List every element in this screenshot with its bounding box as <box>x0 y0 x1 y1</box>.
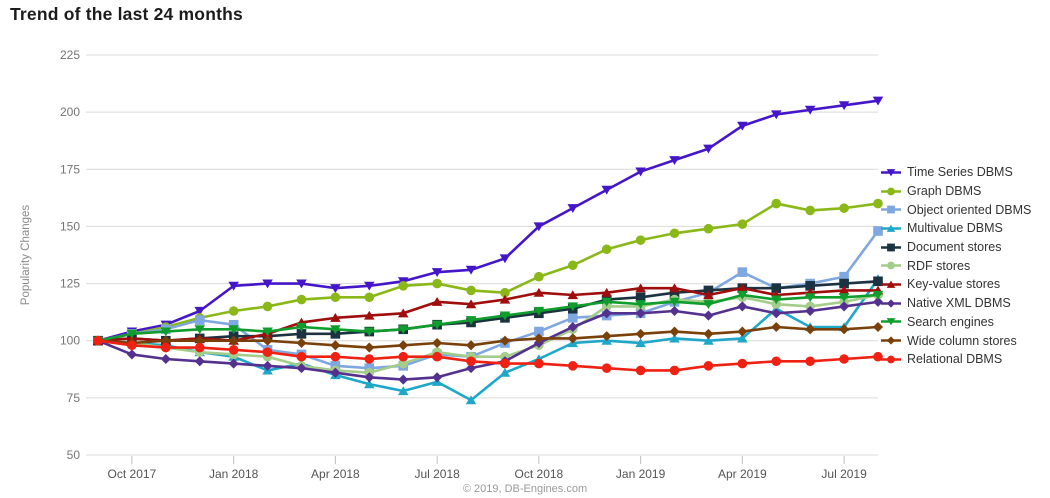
legend-label: Time Series DBMS <box>907 165 1013 180</box>
time-series-dbms-legend-marker <box>881 169 901 177</box>
gridlines <box>86 54 878 456</box>
legend-label: Relational DBMS <box>907 352 1003 367</box>
page-title: Trend of the last 24 months <box>10 4 243 24</box>
x-axis-labels: Oct 2017 Jan 2018 Apr 2018 Jul 2018 Oct 2018… <box>108 456 867 481</box>
x-tick-label: Jul 2018 <box>414 467 460 481</box>
series-object-oriented-dbms <box>93 226 883 373</box>
object-oriented-dbms-legend-marker <box>881 205 901 214</box>
y-tick-label: 125 <box>60 277 80 291</box>
search-engines-legend-marker <box>881 318 901 326</box>
x-tick-label: Oct 2018 <box>515 467 564 481</box>
y-tick-label: 75 <box>67 391 81 405</box>
series-relational-dbms <box>93 335 883 376</box>
key-value-stores-legend-marker <box>881 280 901 288</box>
y-axis-labels: 50 75 100 125 150 175 200 225 <box>60 48 80 462</box>
legend-item-search-engines: Search engines <box>881 313 1031 332</box>
x-tick-label: Jan 2019 <box>616 467 666 481</box>
y-axis-title: Popularity Changes <box>20 204 32 306</box>
legend-item-graph-dbms: Graph DBMS <box>881 182 1031 201</box>
wide-column-stores-legend-marker <box>881 336 901 345</box>
x-tick-label: Jan 2018 <box>209 467 259 481</box>
relational-dbms-legend-marker <box>881 355 901 364</box>
multivalue-dbms-legend-marker <box>881 224 901 232</box>
legend-item-rdf-stores: RDF stores <box>881 256 1031 275</box>
series-native-xml-dbms <box>92 296 884 385</box>
x-tick-label: Apr 2019 <box>718 467 767 481</box>
y-tick-label: 50 <box>67 448 81 462</box>
legend-label: Wide column stores <box>907 333 1017 348</box>
graph-dbms-legend-marker <box>881 187 901 195</box>
legend-item-time-series-dbms: Time Series DBMS <box>881 163 1031 182</box>
series-time-series-dbms <box>92 96 884 346</box>
legend-item-wide-column-stores: Wide column stores <box>881 331 1031 350</box>
series-search-engines <box>92 290 884 346</box>
legend-item-object-oriented-dbms: Object oriented DBMS <box>881 200 1031 219</box>
series-graph-dbms <box>93 198 883 346</box>
legend-item-relational-dbms: Relational DBMS <box>881 350 1031 369</box>
y-tick-label: 150 <box>60 219 80 233</box>
y-tick-label: 200 <box>60 105 80 119</box>
y-tick-label: 225 <box>60 48 80 62</box>
legend-item-native-xml-dbms: Native XML DBMS <box>881 294 1031 313</box>
legend-label: Graph DBMS <box>907 184 982 199</box>
legend-item-multivalue-dbms: Multivalue DBMS <box>881 219 1031 238</box>
copyright-note: © 2019, DB-Engines.com <box>462 483 588 495</box>
y-tick-label: 100 <box>60 334 80 348</box>
rdf-stores-legend-marker <box>881 261 901 270</box>
document-stores-legend-marker <box>881 243 901 251</box>
x-tick-label: Jul 2019 <box>821 467 867 481</box>
x-tick-label: Oct 2017 <box>108 467 157 481</box>
legend-label: Search engines <box>907 314 994 329</box>
legend-label: Document stores <box>907 240 1002 255</box>
legend-label: RDF stores <box>907 258 971 273</box>
y-tick-label: 175 <box>60 162 80 176</box>
legend-label: Native XML DBMS <box>907 296 1011 311</box>
native-xml-dbms-legend-marker <box>881 299 901 308</box>
legend-label: Object oriented DBMS <box>907 202 1032 217</box>
x-tick-label: Apr 2018 <box>311 467 360 481</box>
legend-item-key-value-stores: Key-value stores <box>881 275 1031 294</box>
legend-label: Key-value stores <box>907 277 1001 292</box>
chart-legend: Time Series DBMS Graph DBMS Object oriente… <box>881 163 1031 369</box>
legend-item-document-stores: Document stores <box>881 238 1031 257</box>
legend-label: Multivalue DBMS <box>907 221 1003 236</box>
